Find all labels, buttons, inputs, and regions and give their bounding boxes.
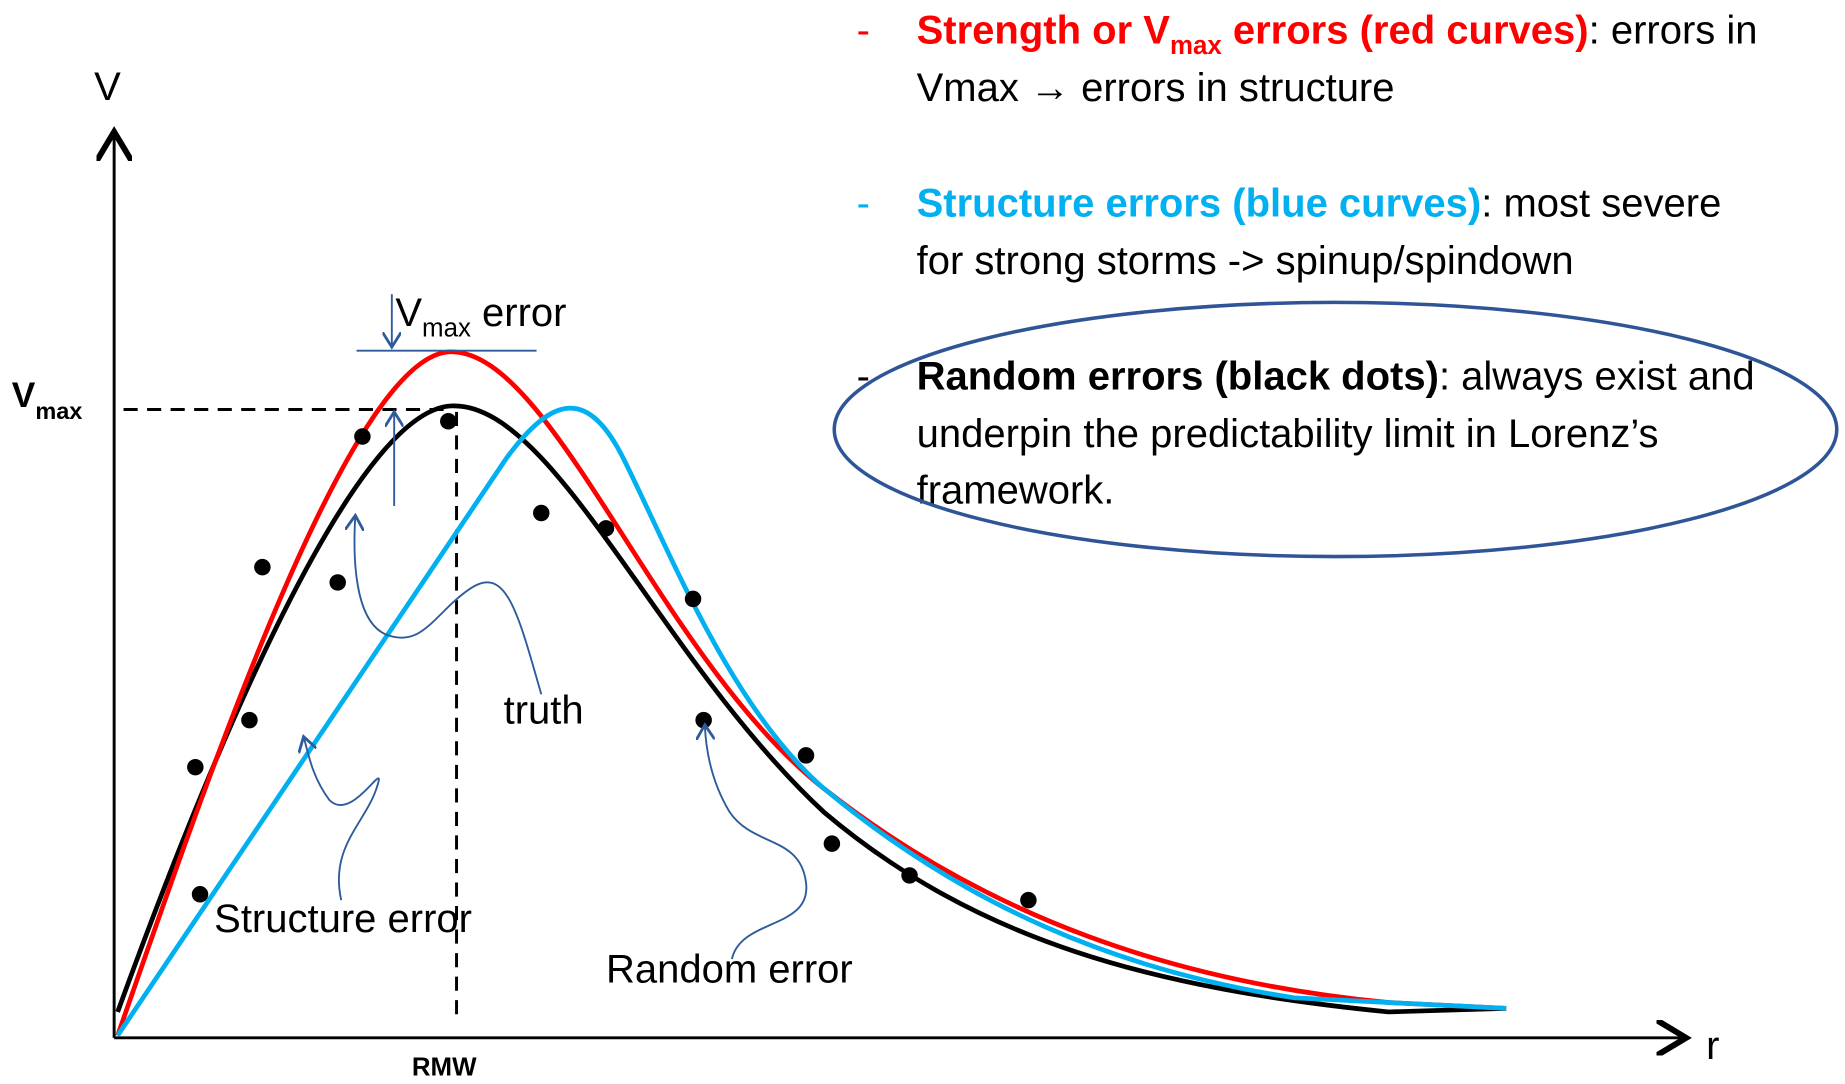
- random-error-label: Random error: [606, 948, 853, 992]
- bullet-text: for strong storms -> spinup/spindown: [917, 239, 1574, 283]
- random-dots: [187, 413, 1037, 909]
- structure-error-label: Structure error: [214, 897, 472, 941]
- highlight-ellipse: [832, 300, 1839, 559]
- bullet-text: Vmax → errors in structure: [917, 66, 1395, 110]
- random-arrow: [705, 725, 808, 960]
- y-axis-label: V: [94, 65, 121, 109]
- truth-label: truth: [504, 689, 584, 733]
- truth-arrow: [354, 515, 543, 695]
- structure-arrow: [304, 737, 380, 901]
- x-axis-label: r: [1706, 1024, 1719, 1068]
- bullet-text: Strength or Vmax errors (red curves): er…: [917, 9, 1758, 61]
- rmw-label: RMW: [412, 1053, 477, 1079]
- bullet-dash: -: [857, 182, 870, 226]
- bullet-text: Random errors (black dots): always exist…: [917, 354, 1755, 398]
- bullet-text: underpin the predictability limit in Lor…: [917, 412, 1659, 456]
- bullet-dash: -: [857, 9, 870, 53]
- vmax-label: Vmax: [12, 376, 83, 424]
- strength-error-curve: [115, 349, 1507, 1037]
- vmax-error-label: Vmax error: [395, 291, 566, 343]
- bullet-text: framework.: [917, 469, 1115, 513]
- bullet-text: Structure errors (blue curves): most sev…: [917, 182, 1722, 226]
- structure-error-curve: [115, 405, 1507, 1037]
